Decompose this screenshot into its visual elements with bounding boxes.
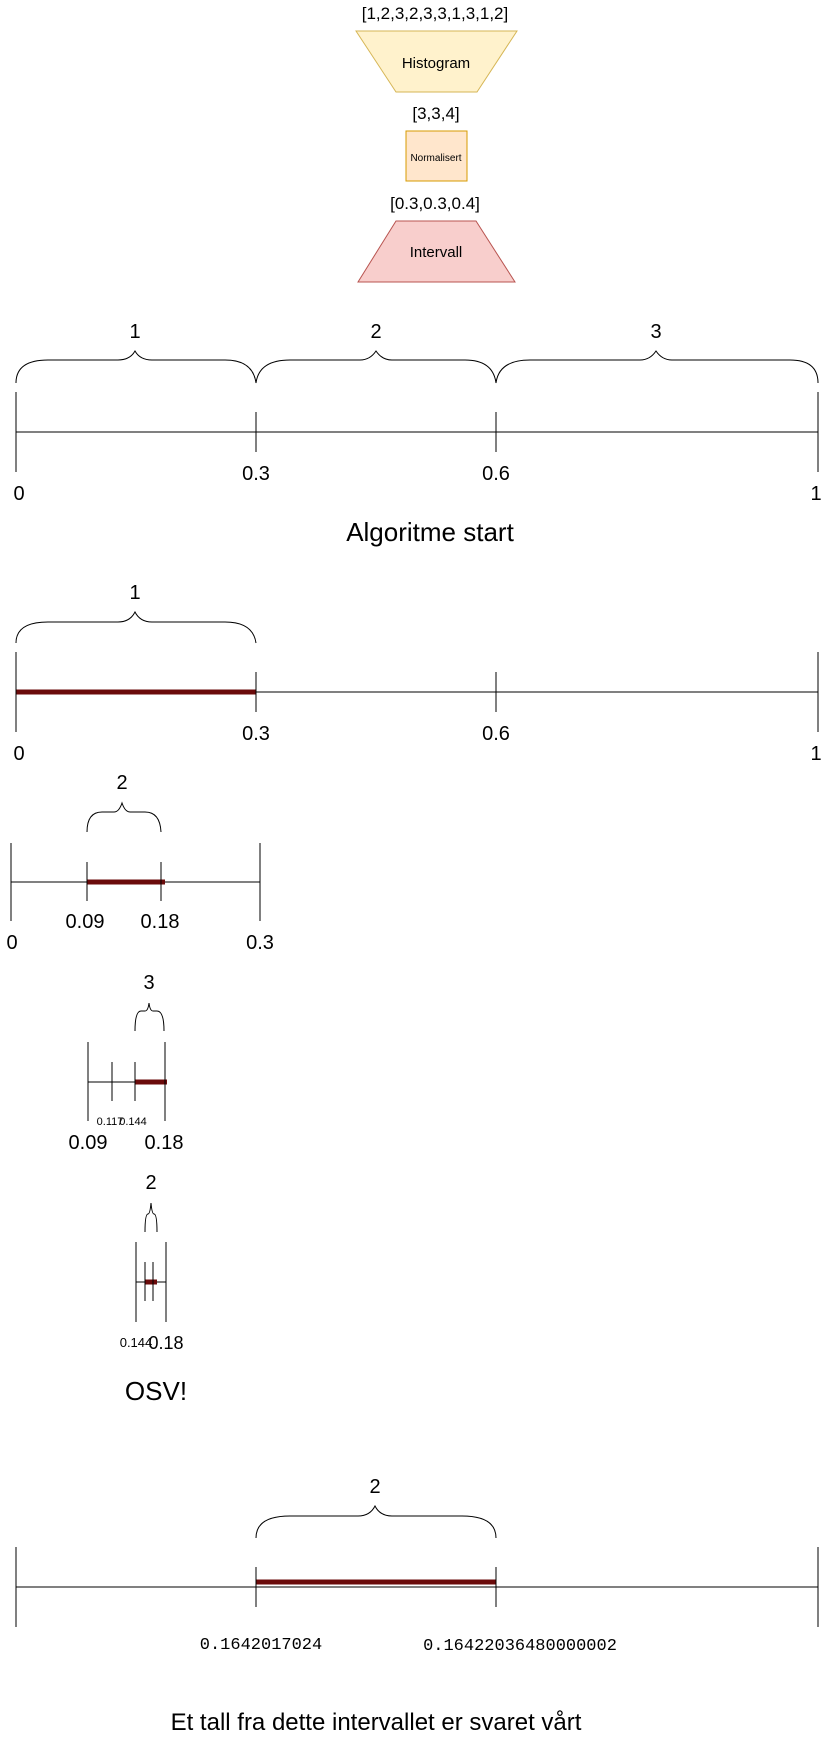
line4-brace-label: 3 [143, 972, 154, 994]
line5-tick-label-0.18: 0.18 [148, 1333, 183, 1353]
brace-2 [255, 350, 497, 384]
line2-tick-label-0: 0 [13, 743, 24, 765]
line4-small-tick-label-0.144: 0.144 [119, 1116, 147, 1128]
brace-label-3: 3 [650, 321, 661, 343]
tick-label-0: 0 [13, 483, 24, 505]
line6-brace [255, 1504, 497, 1539]
interval-label: Intervall [410, 244, 463, 261]
line5-brace-label: 2 [145, 1172, 156, 1194]
line4-tick-label-0.09: 0.09 [69, 1132, 108, 1154]
line3-tick-label-0.18: 0.18 [141, 911, 180, 933]
interval-shape [357, 220, 516, 283]
final-caption: Et tall fra dette intervallet er svaret … [171, 1709, 582, 1736]
brace-1 [15, 349, 257, 384]
osv-caption: OSV! [125, 1376, 187, 1406]
line3-tick-label-0: 0 [6, 932, 17, 954]
counts-label: [3,3,4] [412, 104, 459, 123]
lower-bound-value: 0.1642017024 [200, 1636, 322, 1655]
line6-brace-label: 2 [369, 1476, 380, 1498]
line3-brace-label: 2 [116, 772, 127, 794]
line4-tick-label-0.18: 0.18 [145, 1132, 184, 1154]
normalized-box [405, 130, 468, 182]
normalized-label: Normalisert [410, 153, 461, 164]
brace-label-2: 2 [370, 321, 381, 343]
tick-label-0.6: 0.6 [482, 463, 510, 485]
line3-tick-label-0.09: 0.09 [66, 911, 105, 933]
line2-tick-label-0.6: 0.6 [482, 723, 510, 745]
upper-bound-value: 0.16422036480000002 [423, 1637, 617, 1656]
algorithm-start-caption: Algoritme start [346, 517, 514, 547]
tick-label-1: 1 [810, 483, 821, 505]
line2-brace [15, 610, 257, 644]
probabilities-label: [0.3,0.3,0.4] [390, 194, 480, 213]
line4-small-tick-label-0.117: 0.117 [97, 1116, 124, 1128]
line5-brace [144, 1202, 158, 1233]
histogram-label: Histogram [402, 55, 470, 72]
line3-brace [86, 801, 162, 833]
input-list-label: [1,2,3,2,3,3,1,3,1,2] [362, 4, 509, 23]
histogram-shape [355, 30, 518, 93]
brace-3 [495, 350, 819, 384]
line2-tick-label-0.3: 0.3 [242, 723, 270, 745]
tick-label-0.3: 0.3 [242, 463, 270, 485]
line4-brace [134, 1002, 165, 1032]
line2-tick-label-1: 1 [810, 743, 821, 765]
line3-tick-label-0.3: 0.3 [246, 932, 274, 954]
line2-brace-label: 1 [129, 582, 140, 604]
brace-label-1: 1 [129, 321, 140, 343]
line5-tick-label-0.144: 0.144 [120, 1335, 153, 1350]
